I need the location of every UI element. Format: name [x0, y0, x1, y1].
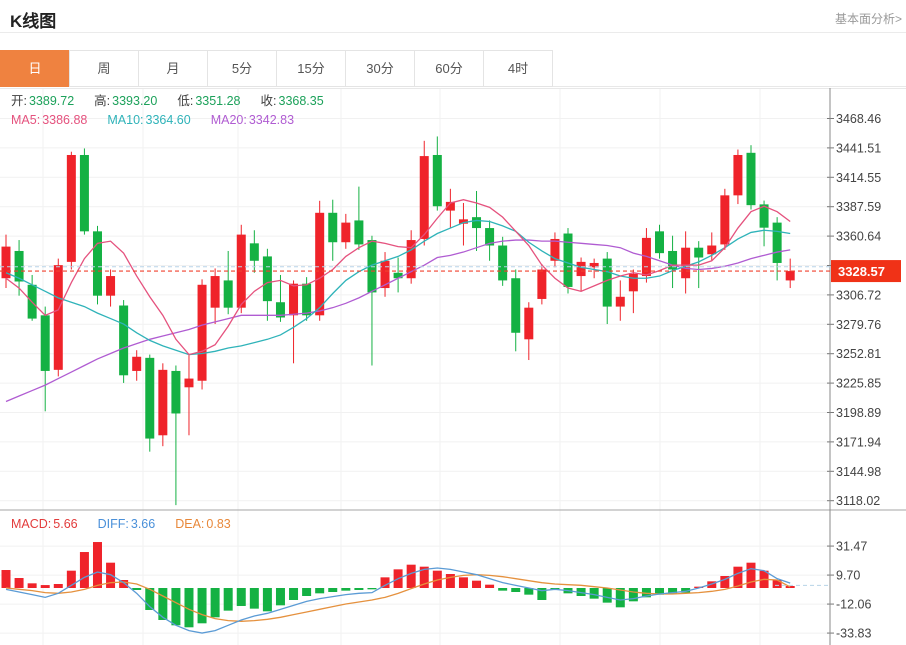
- diff-line: [5, 567, 791, 634]
- svg-text:-33.83: -33.83: [836, 627, 871, 641]
- dea-legend-item: DEA: 0.83: [175, 517, 231, 531]
- macd-legend: MACD: 5.66 DIFF: 3.66 DEA: 0.83: [11, 517, 251, 531]
- low-legend-item: 低: 3351.28: [177, 94, 241, 108]
- panel-borders: [0, 88, 906, 645]
- svg-text:3441.51: 3441.51: [836, 141, 881, 155]
- ma20-legend-item: MA20: 3342.83: [210, 113, 295, 127]
- timeframe-tabs: 日周月 5分 15分 30分 60分 4时: [0, 50, 906, 87]
- price-axis: 3468.463441.513414.553387.593360.643333.…: [827, 112, 881, 641]
- svg-text:-12.06: -12.06: [836, 598, 871, 612]
- tab-15min[interactable]: 15分: [276, 50, 346, 87]
- svg-text:3198.89: 3198.89: [836, 406, 881, 420]
- tab-5min[interactable]: 5分: [207, 50, 277, 87]
- ma5-legend-item: MA5: 3386.88: [11, 113, 88, 127]
- svg-text:31.47: 31.47: [836, 540, 867, 554]
- svg-text:3306.72: 3306.72: [836, 288, 881, 302]
- close-legend-item: 收: 3368.35: [260, 94, 324, 108]
- ma10-line: [5, 219, 791, 356]
- ma20-line: [5, 239, 791, 403]
- ma-legend: MA5: 3386.88 MA10: 3364.60 MA20: 3342.83: [11, 113, 314, 127]
- candles-layer: [1, 136, 795, 506]
- ohlc-legend: 开: 3389.72 高: 3393.20 低: 3351.28 收: 3368.35: [11, 90, 344, 109]
- svg-text:3144.98: 3144.98: [836, 465, 881, 479]
- page-header: K线图 基本面分析>: [0, 0, 906, 33]
- tab-week[interactable]: 周: [69, 50, 139, 87]
- svg-text:3387.59: 3387.59: [836, 200, 881, 214]
- tab-day[interactable]: 日: [0, 50, 70, 87]
- tab-60min[interactable]: 60分: [414, 50, 484, 87]
- svg-text:3118.02: 3118.02: [836, 494, 880, 508]
- page-title: K线图: [10, 12, 57, 31]
- svg-text:3328.57: 3328.57: [838, 264, 885, 279]
- high-legend-item: 高: 3393.20: [94, 94, 158, 108]
- tab-30min[interactable]: 30分: [345, 50, 415, 87]
- tab-4hour[interactable]: 4时: [483, 50, 553, 87]
- kline-chart[interactable]: 3468.463441.513414.553387.593360.643333.…: [0, 88, 906, 645]
- macd-legend-item: MACD: 5.66: [11, 517, 78, 531]
- diff-legend-item: DIFF: 3.66: [97, 517, 156, 531]
- current-price-line: [0, 266, 832, 272]
- tab-month[interactable]: 月: [138, 50, 208, 87]
- macd-panel: [1, 542, 830, 634]
- current-price-tag: 3328.57: [831, 260, 901, 283]
- fundamental-analysis-link[interactable]: 基本面分析>: [834, 12, 902, 26]
- svg-text:3279.76: 3279.76: [836, 318, 881, 332]
- svg-text:3414.55: 3414.55: [836, 171, 881, 185]
- open-legend-item: 开: 3389.72: [11, 94, 75, 108]
- svg-text:3252.81: 3252.81: [836, 347, 881, 361]
- svg-text:9.70: 9.70: [836, 569, 860, 583]
- svg-text:3171.94: 3171.94: [836, 435, 881, 449]
- svg-text:3468.46: 3468.46: [836, 112, 881, 126]
- svg-text:3225.85: 3225.85: [836, 377, 881, 391]
- svg-text:3360.64: 3360.64: [836, 230, 881, 244]
- ma10-legend-item: MA10: 3364.60: [107, 113, 191, 127]
